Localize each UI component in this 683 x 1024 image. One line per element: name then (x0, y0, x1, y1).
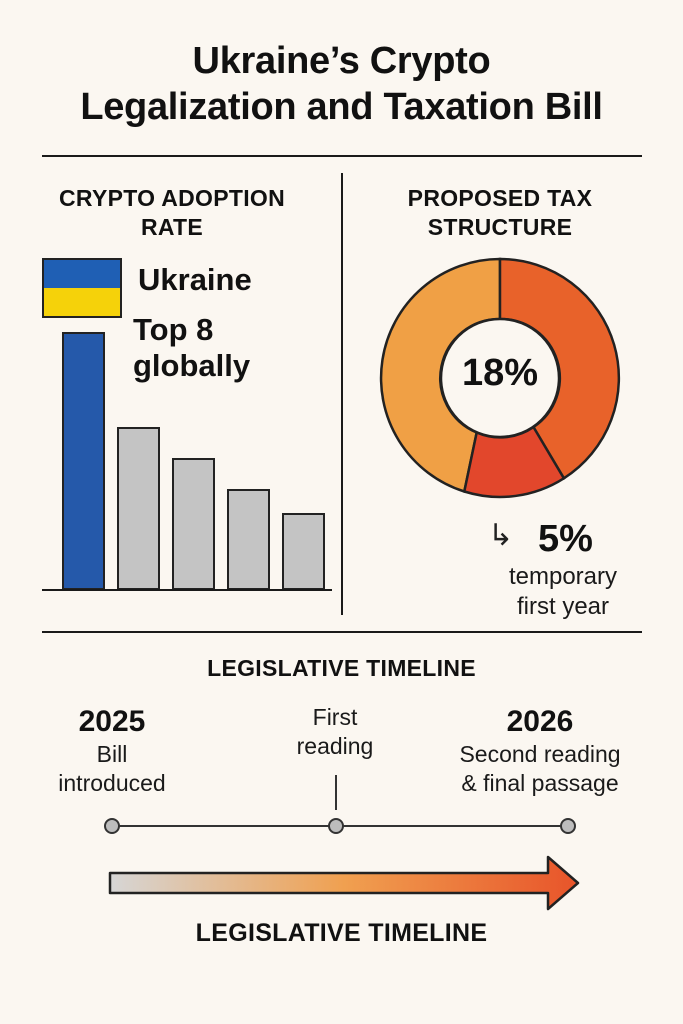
temp-desc-line-1: temporary (508, 563, 618, 590)
timeline-point-3-label: Second reading & final passage (435, 740, 645, 798)
point-1-line-2: introduced (58, 770, 166, 796)
arrow-down-right-icon: ↳ (488, 519, 514, 552)
middle-divider (42, 631, 642, 633)
point-3-line-1: Second reading (459, 741, 621, 767)
tax-heading-line-1: PROPOSED TAX (407, 185, 593, 211)
adoption-heading-line-2: RATE (140, 214, 204, 240)
bar-country-3 (172, 458, 215, 590)
tax-heading-line-2: STRUCTURE (427, 214, 573, 240)
timeline-point-1-label: Bill introduced (32, 740, 192, 798)
adoption-heading-line-1: CRYPTO ADOPTION (59, 185, 285, 211)
temp-tax-description: temporary first year (478, 562, 648, 622)
bar-ukraine (62, 332, 105, 590)
rank-line-2: globally (133, 348, 251, 383)
temp-tax-rate: 5% (538, 518, 593, 560)
timeline-heading: LEGISLATIVE TIMELINE (207, 655, 476, 681)
adoption-bar-chart (42, 330, 332, 590)
adoption-heading: CRYPTO ADOPTION RATE (22, 184, 322, 242)
timeline-dot-3 (560, 818, 576, 834)
bar-chart-baseline (42, 589, 332, 591)
temp-desc-line-2: first year (516, 593, 609, 620)
title-line-1: Ukraine’s Crypto (192, 40, 491, 82)
bar-country-2 (117, 427, 160, 590)
point-3-line-2: & final passage (461, 770, 619, 796)
rank-line-1: Top 8 (133, 312, 214, 347)
timeline-dot-1 (104, 818, 120, 834)
vertical-divider (341, 173, 343, 615)
point-1-line-1: Bill (96, 741, 128, 767)
timeline-year-2025: 2025 (78, 705, 146, 738)
tax-heading: PROPOSED TAX STRUCTURE (360, 184, 640, 242)
ukraine-flag-icon (42, 258, 122, 318)
bar-country-5 (282, 513, 325, 590)
timeline-year-2026: 2026 (506, 705, 574, 738)
bar-country-4 (227, 489, 270, 590)
top-divider (42, 155, 642, 157)
point-2-line-1: First (312, 704, 358, 730)
page-title: Ukraine’s Crypto Legalization and Taxati… (0, 38, 683, 130)
timeline-dot-2 (328, 818, 344, 834)
tax-donut-chart (379, 257, 621, 499)
first-reading-tick (335, 775, 337, 810)
main-tax-rate: 18% (461, 352, 539, 394)
timeline-arrow (108, 855, 580, 911)
title-line-2: Legalization and Taxation Bill (80, 86, 603, 128)
timeline-point-2-label: First reading (270, 703, 400, 761)
rank-label: Top 8 globally (133, 312, 250, 384)
point-2-line-2: reading (296, 733, 374, 759)
country-label: Ukraine (138, 262, 252, 297)
timeline-arrow-label: LEGISLATIVE TIMELINE (195, 919, 488, 947)
